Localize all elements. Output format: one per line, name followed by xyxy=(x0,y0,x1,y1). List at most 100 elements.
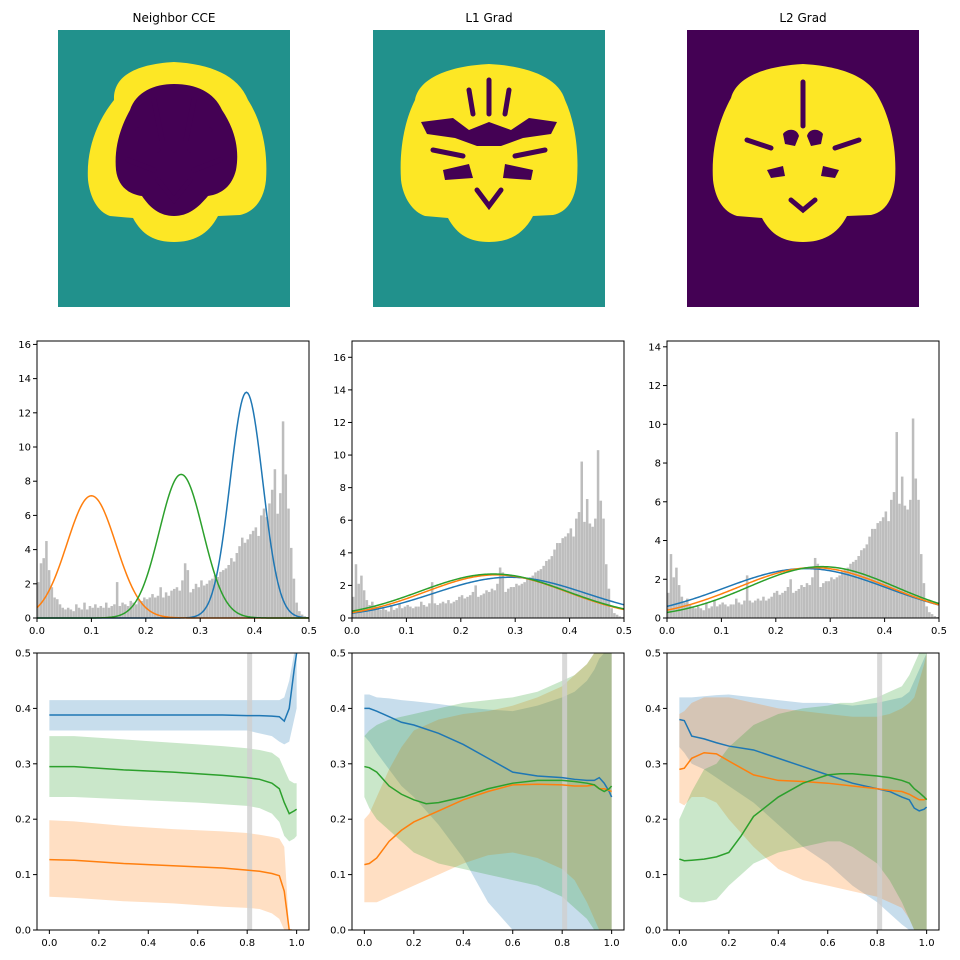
histogram-bar xyxy=(213,575,217,618)
image-panel-neighbor-cce: Neighbor CCE xyxy=(58,11,290,307)
histogram-bar xyxy=(458,596,461,618)
histogram-bar xyxy=(705,602,708,618)
histogram-bar xyxy=(417,606,420,618)
histogram-bar xyxy=(479,595,483,618)
histogram-bar xyxy=(298,611,301,618)
histogram-bar xyxy=(219,571,222,618)
histogram-bar xyxy=(194,583,198,618)
histogram-bar xyxy=(879,521,882,618)
histogram-bar xyxy=(794,590,798,618)
histogram-bar xyxy=(591,526,594,618)
y-tick-label: 2 xyxy=(340,581,346,592)
histogram-bar xyxy=(289,547,293,618)
x-tick-label: 0.3 xyxy=(192,626,208,637)
x-tick-label: 0.4 xyxy=(877,626,893,637)
histogram-bar xyxy=(56,599,59,618)
series-line xyxy=(49,653,298,723)
histogram-bar xyxy=(110,606,113,618)
histogram-bar xyxy=(39,563,43,618)
histogram-bar xyxy=(569,528,573,618)
histogram-bar xyxy=(241,537,244,618)
x-tick-label: 1.0 xyxy=(919,938,935,949)
histogram-bar xyxy=(61,607,64,618)
histogram-bar xyxy=(167,595,171,618)
y-tick-label: 0 xyxy=(340,614,346,625)
histogram-bar xyxy=(751,602,754,618)
histogram-bar xyxy=(534,572,537,618)
histogram-bar xyxy=(909,499,912,618)
histogram-bar xyxy=(232,561,236,618)
x-tick-label: 0.0 xyxy=(41,938,57,949)
histogram-bar xyxy=(841,571,844,618)
histogram-bar xyxy=(501,572,505,618)
histogram-bar xyxy=(357,583,360,618)
histogram-bar xyxy=(493,590,496,618)
image-panel-l2-grad: L2 Grad xyxy=(687,11,919,307)
histogram-bar xyxy=(384,609,388,618)
y-tick-label: 4 xyxy=(25,545,31,556)
y-tick-label: 14 xyxy=(333,385,346,396)
x-tick-label: 0.0 xyxy=(356,938,372,949)
y-tick-label: 8 xyxy=(340,483,346,494)
x-tick-label: 0.5 xyxy=(301,626,317,637)
histogram-bar xyxy=(376,608,379,618)
histogram-bar xyxy=(102,607,105,618)
histogram-bar xyxy=(556,543,559,618)
x-tick-label: 0.6 xyxy=(190,938,206,949)
y-tick-label: 0.2 xyxy=(645,815,661,826)
histogram-bar xyxy=(819,587,822,618)
x-tick-label: 0.4 xyxy=(770,938,786,949)
histogram-bar xyxy=(531,575,535,618)
x-tick-label: 0.4 xyxy=(562,626,578,637)
histogram-bar xyxy=(572,536,575,618)
histogram-bar xyxy=(558,543,562,618)
histogram-bar xyxy=(200,580,203,618)
histogram-bar xyxy=(47,570,51,618)
histogram-bar xyxy=(694,608,697,618)
histogram-bar xyxy=(181,580,184,618)
x-tick-label: 0.1 xyxy=(398,626,414,637)
histogram-bar xyxy=(284,474,288,618)
y-tick-label: 6 xyxy=(25,511,31,522)
histogram-bar xyxy=(898,503,901,618)
histogram-bar xyxy=(485,590,488,618)
histogram-bar xyxy=(857,556,860,618)
histogram-bar xyxy=(115,582,119,618)
histogram-bar xyxy=(360,575,363,618)
histogram-bar xyxy=(45,541,48,618)
histogram-bar xyxy=(490,588,494,618)
histogram-bar xyxy=(895,432,898,618)
histogram-bar xyxy=(566,533,570,618)
y-tick-label: 10 xyxy=(18,443,31,454)
image-title: L2 Grad xyxy=(779,11,826,25)
histogram-bar xyxy=(436,604,439,618)
histogram-bar xyxy=(762,596,765,618)
histogram-bar xyxy=(718,604,722,618)
histogram-bar xyxy=(911,418,915,618)
gaussian-curve xyxy=(666,565,940,614)
histogram-bar xyxy=(588,523,592,618)
y-tick-label: 0.4 xyxy=(15,704,31,715)
histogram-bar xyxy=(96,607,100,618)
histogram-bar xyxy=(800,585,803,618)
histogram-bar xyxy=(789,579,792,618)
histogram-bar xyxy=(121,602,124,618)
x-tick-label: 0.1 xyxy=(713,626,729,637)
histogram-bar xyxy=(425,606,428,618)
histogram-bar xyxy=(113,604,116,618)
histogram-bar xyxy=(729,604,733,618)
histogram-bar xyxy=(58,604,62,618)
brain-sulci xyxy=(125,87,223,205)
histogram-bar xyxy=(75,604,78,618)
image-title: Neighbor CCE xyxy=(133,11,216,25)
histogram-bar xyxy=(827,581,830,618)
histogram-bar xyxy=(99,606,103,618)
x-tick-label: 0.4 xyxy=(455,938,471,949)
series-line xyxy=(679,751,928,801)
histogram-bar xyxy=(575,518,578,618)
x-tick-label: 0.3 xyxy=(822,626,838,637)
histogram-bar xyxy=(876,523,879,618)
histogram-bar xyxy=(50,587,54,618)
histogram-bar xyxy=(392,609,396,618)
histogram-bar xyxy=(754,600,757,618)
